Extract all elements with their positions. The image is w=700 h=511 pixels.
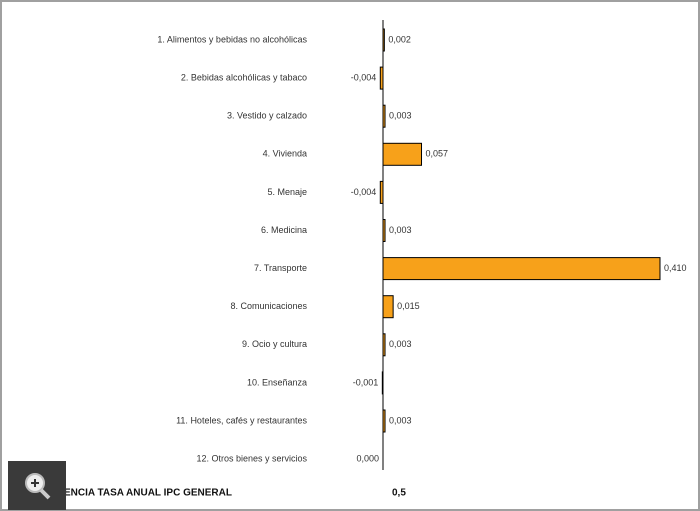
bar (382, 409, 386, 433)
bar (382, 28, 385, 52)
value-label: 0,003 (389, 415, 412, 425)
zoom-plus[interactable] (31, 479, 39, 487)
value-label: -0,001 (353, 377, 379, 387)
category-label: 3. Vestido y calzado (227, 111, 307, 121)
value-label: 0,003 (389, 339, 412, 349)
value-label: 0,002 (388, 34, 411, 44)
total-value: 0,5 (392, 488, 406, 499)
zoom-handle[interactable] (39, 488, 51, 500)
value-label: 0,003 (389, 225, 412, 235)
value-label: 0,410 (664, 263, 687, 273)
value-label: 0,057 (426, 149, 449, 159)
category-label: 5. Menaje (267, 187, 307, 197)
bar (382, 104, 386, 128)
category-label: 1. Alimentos y bebidas no alcohólicas (157, 34, 307, 44)
category-label: 9. Ocio y cultura (242, 339, 307, 349)
bar (379, 180, 384, 204)
bar (382, 142, 423, 166)
bar (379, 66, 384, 90)
category-label: 7. Transporte (254, 263, 307, 273)
bar (382, 219, 386, 242)
total-label: ENCIA TASA ANUAL IPC GENERAL (64, 488, 232, 499)
category-label: 8. Comunicaciones (230, 301, 307, 311)
category-label: 2. Bebidas alcohólicas y tabaco (181, 72, 307, 82)
category-label: 10. Enseñanza (247, 377, 307, 387)
category-label: 12. Otros bienes y servicios (196, 453, 307, 463)
bar (382, 333, 386, 357)
value-label: -0,004 (351, 72, 377, 82)
value-label: 0,000 (356, 453, 379, 463)
value-label: 0,015 (397, 301, 420, 311)
bar (381, 371, 384, 395)
value-label: 0,003 (389, 111, 412, 121)
category-label: 11. Hoteles, cafés y restaurantes (176, 415, 307, 425)
zoom-icon[interactable] (8, 461, 66, 510)
category-label: 4. Vivienda (263, 149, 307, 159)
bar (382, 295, 394, 319)
category-label: 6. Medicina (261, 225, 307, 235)
value-label: -0,004 (351, 187, 377, 197)
bar (382, 257, 661, 281)
